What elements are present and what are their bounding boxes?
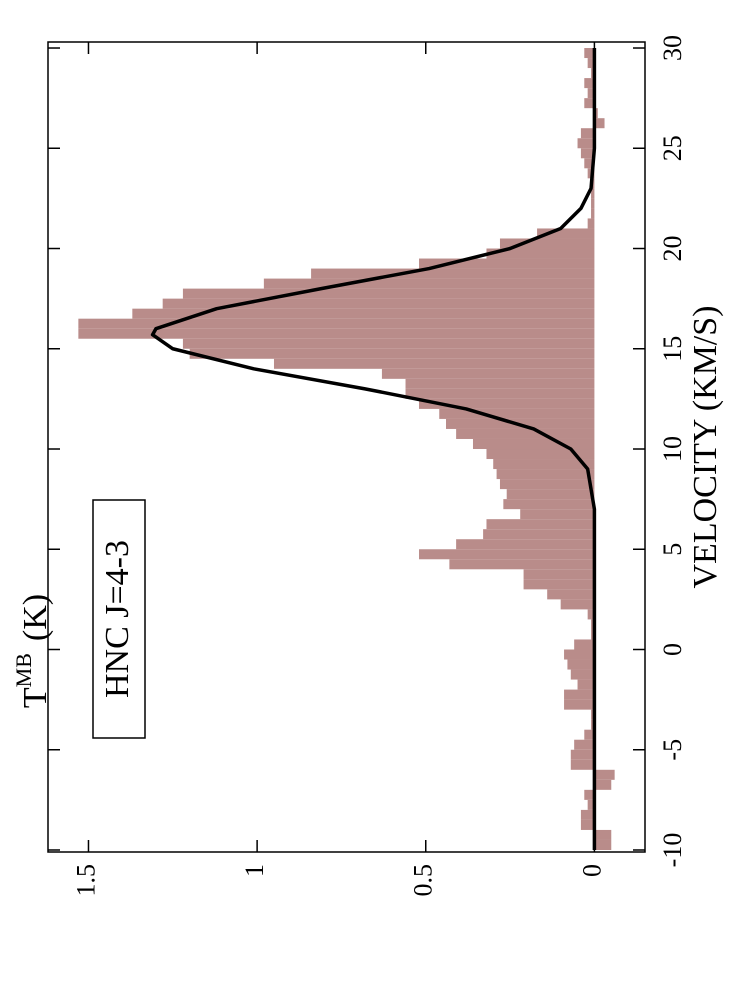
bar (520, 509, 595, 520)
bar (570, 749, 595, 760)
bar (449, 559, 595, 570)
bar (564, 699, 595, 710)
bar (584, 78, 595, 89)
y-tick-label: 1.5 (71, 864, 100, 897)
bar (439, 408, 595, 419)
bar (472, 438, 595, 450)
bar (523, 569, 595, 580)
bar (584, 48, 595, 59)
bar (132, 308, 595, 319)
bar (419, 398, 595, 409)
x-tick-label: 0 (658, 643, 687, 656)
bar (273, 358, 595, 369)
bar (584, 729, 595, 740)
bar (499, 479, 595, 490)
annotation: HNC J=4-3 (99, 540, 136, 698)
bar (547, 589, 595, 600)
annotation-box (92, 499, 146, 739)
rotated-plot: -10 -5 0 5 10 15 20 25 30 0 0.5 1 1.5 HNC J=4-3 VELO… (11, 35, 724, 896)
bar (486, 248, 595, 259)
bar (486, 449, 595, 460)
bar (560, 599, 595, 610)
x-tick-label: 10 (658, 436, 687, 462)
bar (311, 268, 595, 279)
bar (584, 98, 595, 109)
fit-curve-group (150, 48, 597, 850)
bar (567, 659, 595, 670)
bar (584, 789, 595, 800)
bar (496, 469, 595, 480)
y-axis-title: TMB (K) (11, 594, 54, 708)
bar (503, 499, 595, 510)
y-tick-label: 1 (240, 864, 269, 877)
x-tick-label: -5 (658, 739, 687, 761)
bar (78, 328, 595, 339)
bar (486, 519, 595, 530)
bar (263, 278, 595, 289)
y-axis-title-main: T (17, 687, 54, 708)
bar (162, 298, 595, 309)
bar (182, 338, 595, 349)
y-axis-title-sub: MB (11, 653, 36, 687)
bar (591, 198, 595, 209)
x-tick-label: 15 (658, 336, 687, 362)
x-axis-title: VELOCITY (KM/S) (687, 306, 724, 589)
y-axis-title-unit: (K) (17, 594, 54, 641)
bar (78, 318, 595, 329)
x-tick-label: 25 (658, 135, 687, 161)
bar (381, 368, 595, 379)
bar (577, 679, 595, 690)
plot-frame (47, 41, 646, 853)
bar (189, 348, 595, 359)
bar (405, 388, 595, 399)
bar (594, 779, 612, 790)
bar (580, 809, 595, 820)
bar (591, 188, 595, 199)
bar (405, 378, 595, 389)
bar (419, 549, 595, 560)
bar (580, 148, 595, 159)
bar (594, 118, 605, 129)
histogram (78, 48, 615, 850)
bar (506, 489, 595, 500)
x-tick-label: 20 (658, 236, 687, 262)
bar (499, 238, 595, 249)
x-tick-label: -10 (658, 833, 687, 868)
x-tick-label: 30 (658, 35, 687, 61)
bar (580, 128, 595, 139)
fit-line (150, 48, 597, 850)
bar (594, 769, 615, 780)
bar (564, 649, 595, 660)
bar (570, 759, 595, 770)
bar (574, 639, 595, 650)
axes: -10 -5 0 5 10 15 20 25 30 0 0.5 1 1.5 (47, 35, 687, 897)
bar (574, 739, 595, 750)
bar (493, 459, 595, 470)
bar (591, 208, 595, 219)
bar (182, 288, 595, 299)
bar (580, 819, 595, 830)
bar (570, 669, 595, 680)
bar (587, 218, 595, 229)
bar (456, 428, 595, 439)
x-tick-label: 5 (658, 543, 687, 556)
bar (564, 689, 595, 700)
bar (483, 529, 595, 540)
y-tick-label: 0 (577, 864, 606, 877)
bar (594, 829, 612, 840)
bar (456, 539, 595, 550)
bar (594, 839, 612, 850)
bar (577, 138, 595, 149)
bar (523, 579, 595, 590)
y-tick-label: 0.5 (409, 864, 438, 897)
